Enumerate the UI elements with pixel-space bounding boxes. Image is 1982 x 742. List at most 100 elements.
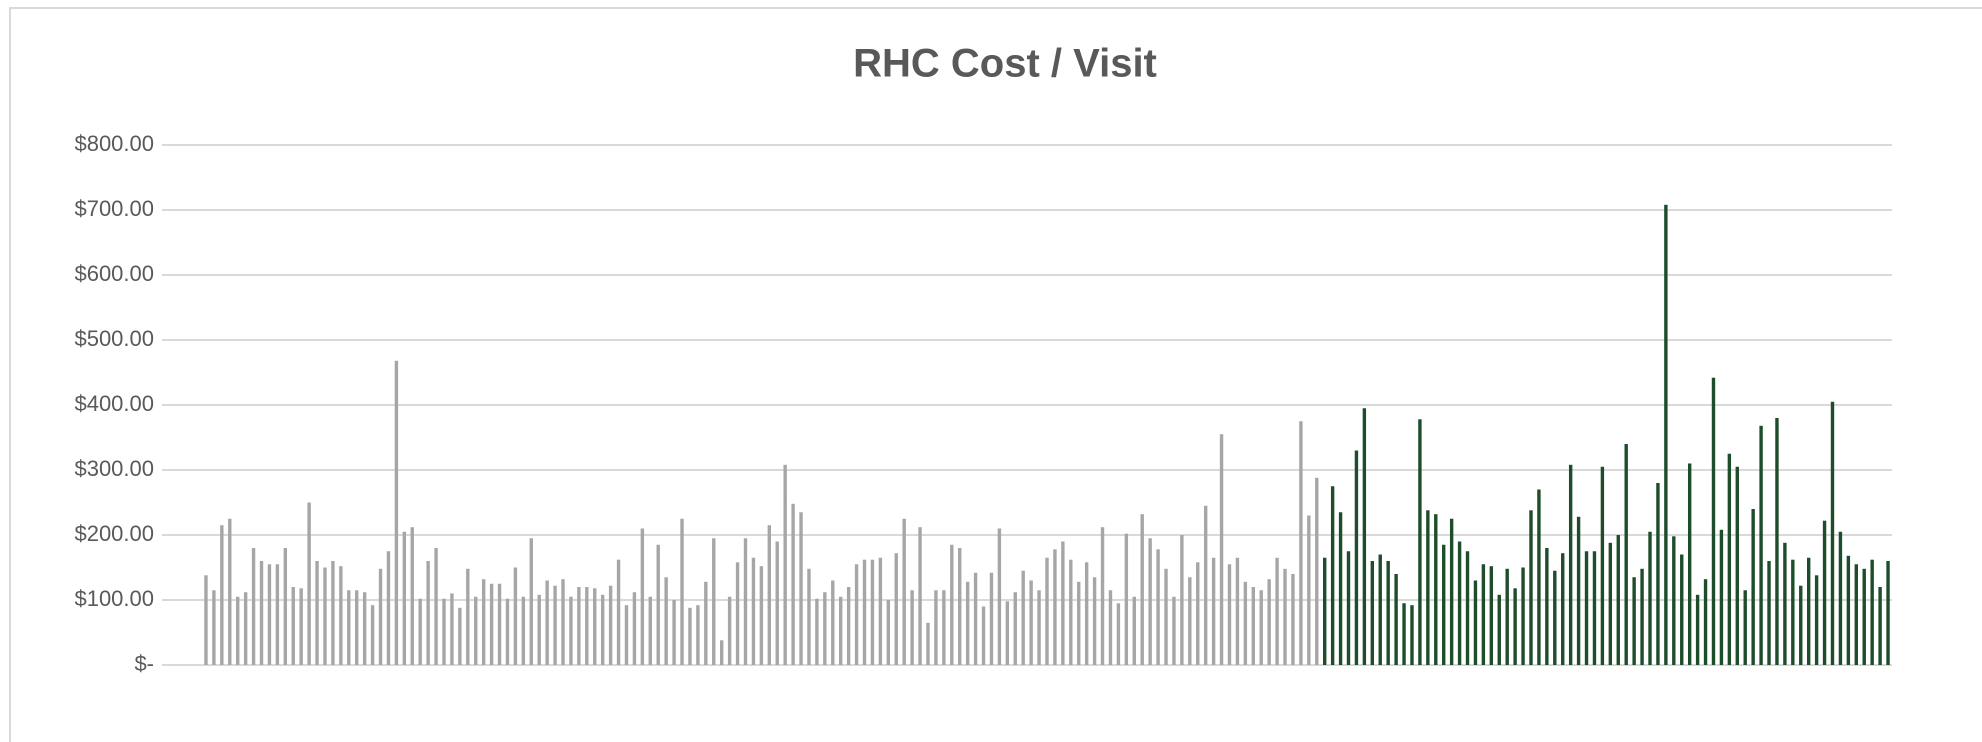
bar: [1854, 564, 1858, 665]
bar: [1743, 590, 1747, 665]
bar: [386, 551, 391, 665]
bar: [1021, 570, 1025, 665]
bar: [831, 580, 835, 665]
bar: [1362, 408, 1367, 665]
bar: [1727, 453, 1732, 665]
bar: [1862, 568, 1866, 665]
bar: [1235, 557, 1240, 665]
bar: [1489, 566, 1494, 665]
bar: [1624, 444, 1628, 665]
bar: [466, 568, 470, 665]
bar: [719, 640, 724, 665]
y-tick-label: $500.00: [74, 326, 154, 351]
bar: [1870, 559, 1874, 665]
y-tick-label: $-: [134, 651, 154, 676]
bar: [347, 590, 351, 665]
bar: [1370, 561, 1375, 665]
bar: [1592, 551, 1597, 665]
bar: [1013, 592, 1017, 665]
bar: [315, 561, 319, 665]
bar: [1711, 377, 1716, 665]
bar: [1140, 514, 1144, 665]
bar: [489, 583, 494, 665]
bar: [1568, 464, 1573, 665]
bar: [1687, 463, 1692, 665]
bar: [1283, 568, 1287, 665]
bar: [1735, 466, 1739, 665]
bar: [1791, 559, 1795, 665]
bar: [1243, 581, 1248, 665]
bar: [981, 606, 986, 665]
bar: [307, 502, 311, 665]
bar: [442, 598, 446, 665]
bar: [791, 503, 795, 665]
y-tick-label: $800.00: [74, 131, 154, 156]
bar: [267, 564, 272, 665]
bar: [220, 525, 224, 665]
bar: [402, 531, 407, 665]
bar: [1576, 516, 1581, 665]
bar: [640, 528, 645, 665]
bar: [616, 559, 621, 665]
bar: [1442, 544, 1446, 665]
bar: [521, 596, 526, 665]
bar: [1211, 557, 1216, 665]
bar: [910, 590, 914, 665]
bar: [1632, 577, 1636, 665]
bar: [1275, 557, 1279, 665]
bar: [902, 518, 906, 665]
bar: [410, 527, 414, 665]
bar: [1616, 535, 1620, 665]
bar: [1767, 561, 1771, 665]
bar: [1600, 466, 1605, 665]
bar: [355, 590, 359, 665]
bar: [743, 538, 748, 665]
bar: [1759, 425, 1763, 665]
bar: [1886, 561, 1890, 665]
bar: [537, 594, 541, 665]
bar: [894, 553, 898, 665]
bar: [950, 544, 954, 665]
bar: [1132, 596, 1136, 665]
bar: [204, 575, 208, 665]
bar: [1322, 557, 1327, 665]
bar: [1449, 518, 1454, 665]
bar: [1251, 587, 1255, 665]
bar: [1045, 557, 1049, 665]
bar: [481, 579, 486, 665]
bar: [862, 559, 867, 665]
bar: [870, 559, 875, 665]
bar: [1156, 549, 1160, 665]
bar: [1338, 512, 1343, 665]
bar: [259, 561, 264, 665]
bar: [1814, 575, 1819, 665]
bar: [1180, 535, 1184, 665]
bar: [1330, 486, 1335, 665]
bar: [1521, 567, 1525, 665]
bar: [275, 564, 280, 665]
bar: [799, 512, 803, 665]
bar: [1656, 483, 1660, 665]
bar: [593, 588, 597, 665]
bar: [1299, 421, 1303, 665]
bar: [1315, 477, 1319, 665]
bar: [942, 590, 946, 665]
bar: [1227, 564, 1232, 665]
bar: [418, 598, 422, 665]
bar: [624, 605, 629, 665]
bar: [1680, 554, 1684, 665]
bar: [1188, 577, 1192, 665]
bar: [1537, 489, 1541, 665]
bar: [1608, 542, 1613, 665]
bar: [1148, 538, 1152, 665]
bar: [759, 566, 764, 665]
bar: [1053, 549, 1057, 665]
bar: [1084, 562, 1089, 665]
bar: [712, 538, 716, 665]
bar: [1529, 510, 1533, 665]
bar: [1878, 587, 1882, 665]
bar: [1584, 551, 1589, 665]
bar: [331, 561, 335, 665]
bar: [1077, 581, 1081, 665]
